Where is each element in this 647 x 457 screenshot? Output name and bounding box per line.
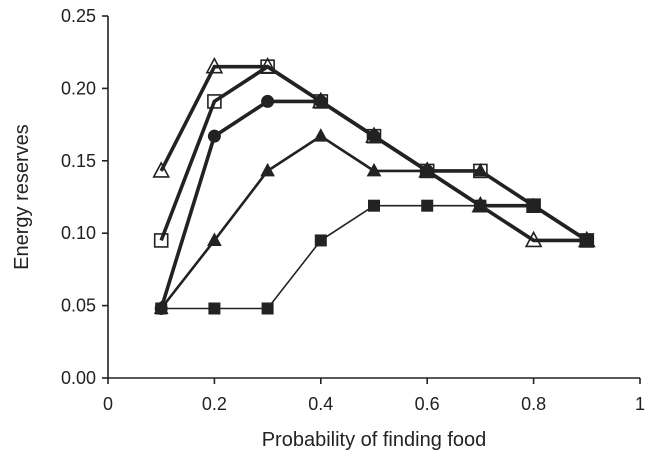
data-point-triangle-open <box>311 91 330 109</box>
data-point-square-open <box>153 233 169 248</box>
data-point-square-filled <box>421 199 434 212</box>
y-tick-label: 0.05 <box>61 296 96 316</box>
y-tick-label: 0.10 <box>61 223 96 243</box>
data-point-triangle-filled <box>366 162 382 177</box>
x-tick-label: 0.8 <box>521 394 546 414</box>
series-square-filled <box>155 199 593 315</box>
data-point-triangle-filled <box>260 162 275 177</box>
series-square-open <box>153 59 595 248</box>
data-point-triangle-open <box>258 56 277 74</box>
data-point-square-open <box>526 198 541 213</box>
data-point-circle-filled <box>261 94 275 108</box>
x-tick-label: 0.2 <box>202 394 227 414</box>
data-point-square-filled <box>261 302 274 315</box>
axes <box>107 16 640 379</box>
data-point-square-filled <box>314 234 327 247</box>
series-layer <box>152 56 596 315</box>
x-tick-label: 0 <box>103 394 113 414</box>
data-point-square-open <box>473 163 488 179</box>
data-point-triangle-filled <box>207 232 222 246</box>
y-tick-label: 0.00 <box>61 368 96 388</box>
data-point-triangle-open <box>471 195 490 213</box>
data-point-triangle-open <box>205 56 224 74</box>
data-point-triangle-open <box>365 126 383 143</box>
series-line <box>161 204 588 310</box>
data-point-triangle-open <box>418 161 437 178</box>
x-tick-label: 0.4 <box>308 394 333 414</box>
data-point-square-open <box>207 94 222 109</box>
data-point-circle-filled <box>207 129 221 143</box>
data-point-triangle-filled <box>313 128 329 142</box>
series-line <box>160 134 588 310</box>
y-axis-title: Energy reserves <box>11 124 33 270</box>
data-point-circle-filled <box>154 301 168 315</box>
data-point-square-filled <box>208 302 221 315</box>
x-tick-label: 0.6 <box>415 394 440 414</box>
y-tick-label: 0.20 <box>61 78 96 98</box>
data-point-triangle-open <box>524 230 543 248</box>
y-tick-label: 0.15 <box>61 151 96 171</box>
ticks: 0 0.2 0.4 0.6 0.8 1 0.00 0.05 0.10 0.15 0.20 0.25 <box>61 6 645 414</box>
x-tick-label: 1 <box>635 394 645 414</box>
series-line <box>159 64 588 242</box>
data-point-triangle-open <box>577 230 596 248</box>
data-point-square-filled <box>368 199 380 212</box>
series-line <box>159 64 587 243</box>
series-triangle-filled <box>153 128 595 314</box>
y-tick-label: 0.25 <box>61 6 96 26</box>
data-point-triangle-open <box>152 161 171 178</box>
x-axis-title: Probability of finding food <box>262 429 487 451</box>
series-triangle-open <box>152 56 596 248</box>
